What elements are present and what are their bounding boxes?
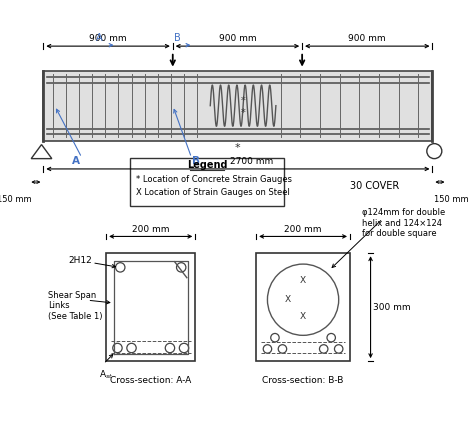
Text: B: B xyxy=(174,33,181,43)
Bar xyxy=(106,253,195,361)
Bar xyxy=(256,253,350,361)
Text: 2H12: 2H12 xyxy=(69,256,92,265)
Text: A: A xyxy=(72,156,80,167)
Text: 150 mm: 150 mm xyxy=(0,195,31,204)
Text: φ124mm for double
helix and 124×124
for double square: φ124mm for double helix and 124×124 for … xyxy=(362,208,446,238)
Text: 200 mm: 200 mm xyxy=(132,225,170,233)
Text: *: * xyxy=(235,143,240,153)
Bar xyxy=(44,71,432,141)
Text: Cross-section: B-B: Cross-section: B-B xyxy=(263,376,344,385)
Text: *: * xyxy=(241,108,246,118)
Text: 300 mm: 300 mm xyxy=(374,303,411,312)
Text: A: A xyxy=(96,33,103,43)
Text: B: B xyxy=(192,156,200,167)
Text: 2700 mm: 2700 mm xyxy=(230,157,273,166)
Text: X: X xyxy=(285,295,291,304)
Text: X: X xyxy=(300,312,306,321)
Text: * Location of Concrete Strain Gauges: * Location of Concrete Strain Gauges xyxy=(136,175,292,184)
Text: *: * xyxy=(241,96,246,106)
Text: 900 mm: 900 mm xyxy=(219,35,256,43)
Text: Shear Span
Links
(See Table 1): Shear Span Links (See Table 1) xyxy=(48,291,102,321)
Text: 900 mm: 900 mm xyxy=(348,35,386,43)
Text: 150 mm: 150 mm xyxy=(434,195,469,204)
Text: Cross-section: A-A: Cross-section: A-A xyxy=(110,376,191,385)
Text: A$_{st}$: A$_{st}$ xyxy=(99,368,113,381)
Text: X: X xyxy=(300,276,306,285)
Text: 900 mm: 900 mm xyxy=(89,35,127,43)
Text: Legend: Legend xyxy=(187,160,227,170)
Text: 200 mm: 200 mm xyxy=(284,225,322,233)
Bar xyxy=(130,158,284,207)
Text: 30 COVER: 30 COVER xyxy=(350,181,399,191)
Text: X Location of Strain Gauges on Steel: X Location of Strain Gauges on Steel xyxy=(136,188,290,197)
